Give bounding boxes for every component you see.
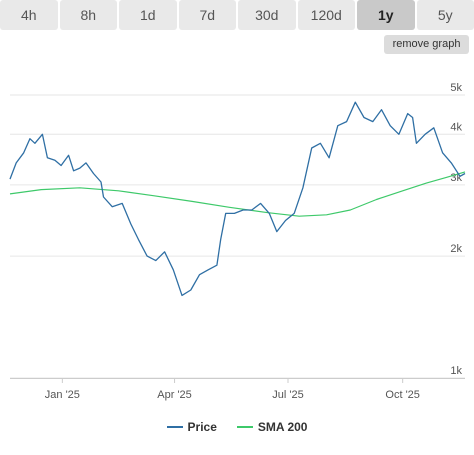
y-tick-label: 5k [450,82,462,94]
x-tick-label: Apr '25 [157,389,192,401]
x-tick-label: Jul '25 [272,389,303,401]
legend-label-sma-200: SMA 200 [257,420,308,434]
remove-graph-button[interactable]: remove graph [384,35,469,54]
y-tick-label: 1k [450,365,462,377]
legend-swatch-price [166,426,183,428]
tab-5y[interactable]: 5y [416,0,474,30]
y-tick-label: 4k [450,121,462,133]
series-line-sma-200 [9,171,466,217]
tab-4h[interactable]: 4h [0,0,58,30]
legend-item-price[interactable]: Price [166,420,217,434]
legend-label-price: Price [187,420,217,434]
timeframe-tabs: 4h 8h 1d 7d 30d 120d 1y 5y [0,0,474,30]
tab-1y[interactable]: 1y [357,0,415,30]
legend-item-sma-200[interactable]: SMA 200 [236,420,308,434]
tab-7d[interactable]: 7d [178,0,236,30]
chart-legend: Price SMA 200 [0,420,474,434]
y-tick-label: 2k [450,243,462,255]
tab-8h[interactable]: 8h [59,0,117,30]
series-line-price [9,101,466,297]
tab-120d[interactable]: 120d [297,0,355,30]
x-tick-label: Jan '25 [45,389,80,401]
tab-1d[interactable]: 1d [119,0,177,30]
tab-30d[interactable]: 30d [238,0,296,30]
legend-swatch-sma-200 [236,426,253,428]
x-tick-label: Oct '25 [385,389,420,401]
